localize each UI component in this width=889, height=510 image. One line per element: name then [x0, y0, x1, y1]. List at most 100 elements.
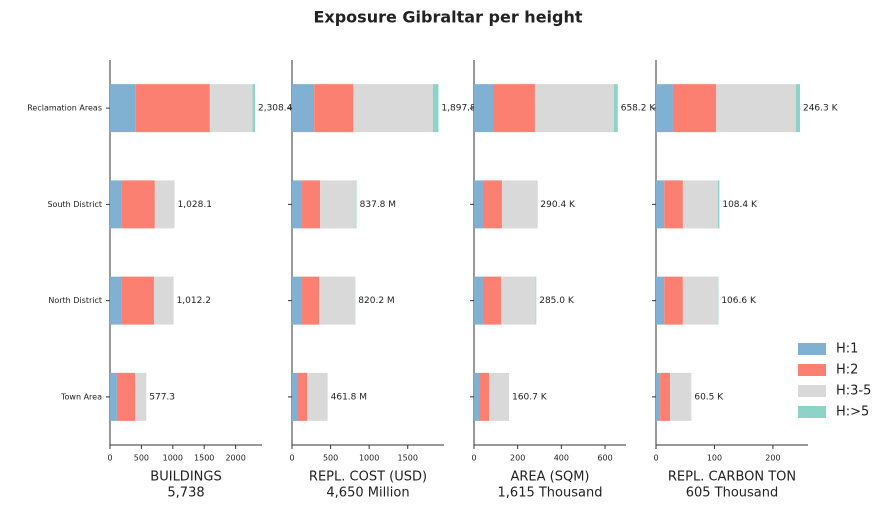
total-label: 106.6 K — [721, 296, 757, 306]
total-label: 837.8 M — [360, 200, 396, 210]
bar-segment — [664, 180, 683, 229]
y-tick-label: Reclamation Areas — [27, 104, 102, 113]
bar-segment — [489, 372, 510, 421]
total-label: 160.7 K — [512, 392, 548, 402]
bar-segment — [717, 180, 720, 229]
bar-segment — [154, 180, 175, 229]
bar-segment — [656, 84, 673, 133]
bar-segment — [501, 276, 536, 325]
x-tick-label: 1000 — [359, 454, 379, 463]
total-label: 1,897.8 M — [441, 104, 486, 114]
x-axis-summary: 5,738 — [167, 486, 204, 501]
bar-segment — [292, 372, 298, 421]
x-axis-summary: 1,615 Thousand — [498, 486, 603, 501]
bar-segment — [501, 180, 537, 229]
x-tick-label: 200 — [510, 454, 525, 463]
bar-segment — [110, 180, 122, 229]
legend-swatch — [798, 343, 826, 355]
legend-swatch — [798, 385, 826, 397]
bar-segment — [302, 180, 321, 229]
bar-segment — [493, 84, 535, 133]
x-tick-label: 1000 — [163, 454, 183, 463]
bar-segment — [672, 84, 717, 133]
bar-segment — [353, 84, 433, 133]
legend-label: H:2 — [836, 363, 858, 378]
total-label: 820.2 M — [358, 296, 394, 306]
bar-segment — [535, 276, 537, 325]
x-axis-label: AREA (SQM) — [510, 470, 589, 485]
bar-segment — [482, 276, 502, 325]
total-label: 2,308.4 — [258, 104, 293, 114]
total-label: 577.3 — [149, 392, 175, 402]
y-tick-label: North District — [48, 296, 102, 305]
bar-segment — [795, 84, 800, 133]
bar-segment — [320, 180, 357, 229]
bar-segment — [660, 372, 671, 421]
bar-segment — [110, 276, 122, 325]
bar-segment — [432, 84, 439, 133]
bar-segment — [656, 276, 665, 325]
bar-segment — [314, 84, 354, 133]
legend-label: H:1 — [836, 342, 858, 357]
x-axis-summary: 605 Thousand — [686, 486, 779, 501]
x-tick-label: 2000 — [225, 454, 245, 463]
bar-segment — [474, 372, 480, 421]
total-label: 285.0 K — [539, 296, 575, 306]
bar-segment — [716, 84, 796, 133]
bar-segment — [110, 372, 117, 421]
x-axis-label: REPL. COST (USD) — [309, 470, 427, 485]
bar-segment — [297, 372, 308, 421]
x-tick-label: 500 — [134, 454, 149, 463]
bar-segment — [135, 372, 147, 421]
legend-swatch — [798, 406, 826, 418]
bar-segment — [682, 180, 718, 229]
x-axis-summary: 4,650 Million — [326, 486, 409, 501]
bar-segment — [110, 84, 136, 133]
bar-segment — [474, 276, 483, 325]
bar-segment — [292, 84, 315, 133]
bar-segment — [319, 276, 355, 325]
x-tick-label: 400 — [554, 454, 569, 463]
x-tick-label: 0 — [471, 454, 476, 463]
x-axis-label: REPL. CARBON TON — [668, 470, 796, 485]
total-label: 246.3 K — [803, 104, 839, 114]
x-tick-label: 1500 — [398, 454, 418, 463]
bar-segment — [682, 276, 718, 325]
total-label: 658.2 K — [621, 104, 657, 114]
bar-segment — [307, 372, 328, 421]
bar-segment — [292, 276, 303, 325]
chart-title: Exposure Gibraltar per height — [313, 8, 582, 27]
total-label: 108.4 K — [722, 200, 758, 210]
bar-segment — [116, 372, 136, 421]
total-label: 290.4 K — [540, 200, 576, 210]
bar-segment — [292, 180, 303, 229]
legend-swatch — [798, 364, 826, 376]
bar-segment — [479, 372, 490, 421]
total-label: 1,028.1 — [178, 200, 212, 210]
y-tick-label: South District — [47, 200, 102, 209]
x-tick-label: 0 — [653, 454, 658, 463]
bar-segment — [664, 276, 683, 325]
total-label: 461.8 M — [331, 392, 367, 402]
x-tick-label: 100 — [707, 454, 722, 463]
bar-segment — [135, 84, 210, 133]
x-tick-label: 0 — [107, 454, 112, 463]
bar-segment — [209, 84, 253, 133]
x-tick-label: 500 — [323, 454, 338, 463]
x-tick-label: 600 — [597, 454, 612, 463]
bar-segment — [121, 276, 154, 325]
total-label: 60.5 K — [694, 392, 724, 402]
x-tick-label: 0 — [289, 454, 294, 463]
bar-segment — [717, 276, 719, 325]
legend-label: H:3-5 — [836, 384, 871, 399]
bar-segment — [656, 372, 661, 421]
bar-segment — [656, 180, 665, 229]
y-tick-label: Town Area — [60, 392, 102, 401]
bar-segment — [474, 180, 483, 229]
total-label: 1,012.2 — [177, 296, 211, 306]
legend-label: H:>5 — [836, 405, 869, 420]
bar-segment — [613, 84, 618, 133]
x-tick-label: 1500 — [194, 454, 214, 463]
bar-segment — [534, 84, 614, 133]
